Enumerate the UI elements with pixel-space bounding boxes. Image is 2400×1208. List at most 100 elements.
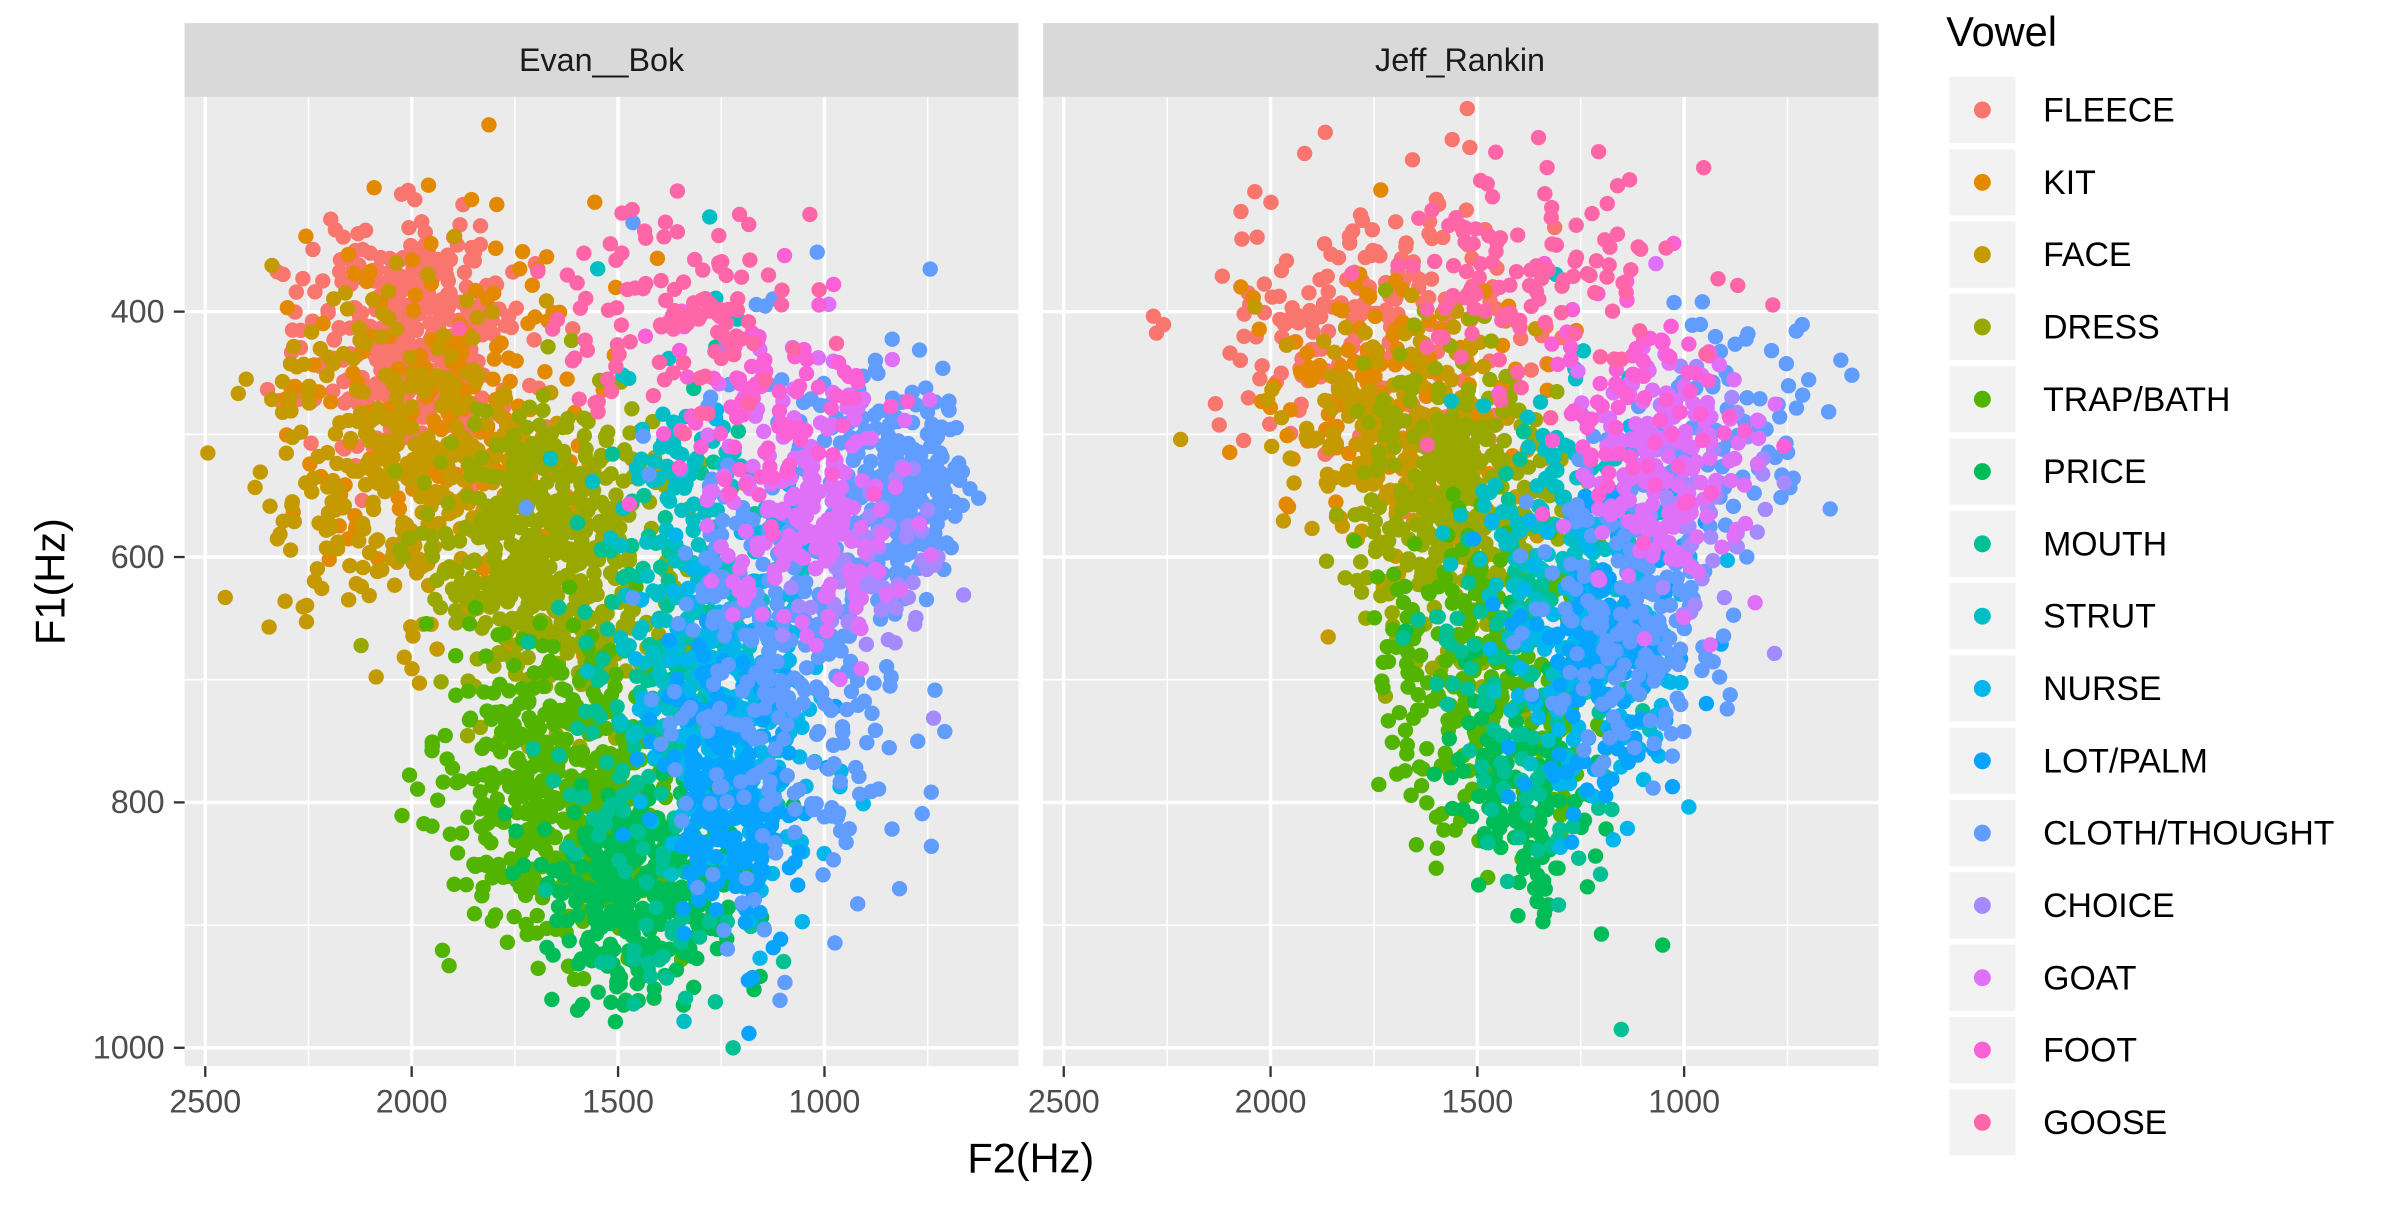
point-face <box>283 356 298 371</box>
point-strut <box>650 613 665 628</box>
point-goat <box>808 638 823 653</box>
point-strut <box>634 620 649 635</box>
point-cloth-thought <box>941 402 956 417</box>
point-mouth <box>598 816 613 831</box>
point-mouth <box>600 622 615 637</box>
point-dress <box>1405 497 1420 512</box>
point-cloth-thought <box>937 484 952 499</box>
point-fleece <box>403 238 418 253</box>
point-price <box>625 928 640 943</box>
point-dress <box>574 534 589 549</box>
point-cloth-thought <box>700 723 715 738</box>
point-goose <box>452 321 467 336</box>
point-choice <box>907 616 922 631</box>
point-strut <box>655 674 670 689</box>
point-cloth-thought <box>866 675 881 690</box>
point-goat <box>844 438 859 453</box>
point-dress <box>517 449 532 464</box>
point-face <box>444 392 459 407</box>
point-fleece <box>522 378 537 393</box>
point-dress <box>564 333 579 348</box>
point-face <box>299 614 314 629</box>
point-cloth-thought <box>798 574 813 589</box>
point-face <box>1324 401 1339 416</box>
point-goat <box>756 424 771 439</box>
point-cloth-thought <box>787 785 802 800</box>
point-trap-bath <box>524 715 539 730</box>
point-mouth <box>594 955 609 970</box>
point-price <box>609 974 624 989</box>
point-cloth-thought <box>716 923 731 938</box>
point-cloth-thought <box>518 500 533 515</box>
point-cloth-thought <box>721 657 736 672</box>
point-cloth-thought <box>739 871 754 886</box>
point-fleece <box>307 284 322 299</box>
point-dress <box>454 575 469 590</box>
point-cloth-thought <box>947 508 962 523</box>
point-dress <box>624 401 639 416</box>
point-fleece <box>1146 308 1161 323</box>
point-cloth-thought <box>871 781 886 796</box>
point-fleece <box>1318 125 1333 140</box>
point-goat <box>735 554 750 569</box>
point-price <box>577 826 592 841</box>
point-goat <box>786 486 801 501</box>
point-goose <box>774 282 789 297</box>
point-goose <box>715 308 730 323</box>
point-goat <box>854 661 869 676</box>
point-trap-bath <box>526 665 541 680</box>
point-cloth-thought <box>839 702 854 717</box>
point-nurse <box>628 651 643 666</box>
point-dress <box>534 511 549 526</box>
point-kit <box>1362 289 1377 304</box>
point-cloth-thought <box>758 797 773 812</box>
point-goat <box>823 577 838 592</box>
point-fleece <box>1234 231 1249 246</box>
point-price <box>562 933 577 948</box>
point-fleece <box>332 264 347 279</box>
point-lot-palm <box>676 901 691 916</box>
point-fleece <box>1257 276 1272 291</box>
point-foot <box>713 426 728 441</box>
point-face <box>1279 338 1294 353</box>
point-face <box>307 574 322 589</box>
point-foot <box>727 440 742 455</box>
point-price <box>646 990 661 1005</box>
point-trap-bath <box>484 778 499 793</box>
point-fleece <box>467 253 482 268</box>
point-strut <box>639 534 654 549</box>
point-dress <box>1386 418 1401 433</box>
point-price <box>570 908 585 923</box>
point-mouth <box>577 604 592 619</box>
point-dress <box>1487 418 1502 433</box>
point-dress <box>483 578 498 593</box>
point-mouth <box>648 900 663 915</box>
point-strut <box>662 494 677 509</box>
point-goat <box>754 607 769 622</box>
point-face <box>539 293 554 308</box>
point-face <box>1247 299 1262 314</box>
point-dress <box>556 444 571 459</box>
point-trap-bath <box>542 698 557 713</box>
point-kit <box>298 228 313 243</box>
point-trap-bath <box>461 683 476 698</box>
point-goat <box>820 421 835 436</box>
point-choice <box>859 637 874 652</box>
point-fleece <box>383 344 398 359</box>
point-kit <box>1299 345 1314 360</box>
point-face <box>283 390 298 405</box>
point-foot <box>866 486 881 501</box>
point-goose <box>702 303 717 318</box>
point-cloth-thought <box>859 735 874 750</box>
point-mouth <box>659 970 674 985</box>
point-face <box>384 412 399 427</box>
point-dress <box>395 549 410 564</box>
point-face <box>275 374 290 389</box>
point-dress <box>1549 384 1564 399</box>
point-foot <box>756 353 771 368</box>
point-goose <box>653 273 668 288</box>
point-face <box>313 341 328 356</box>
point-trap-bath <box>554 681 569 696</box>
point-mouth <box>652 952 667 967</box>
